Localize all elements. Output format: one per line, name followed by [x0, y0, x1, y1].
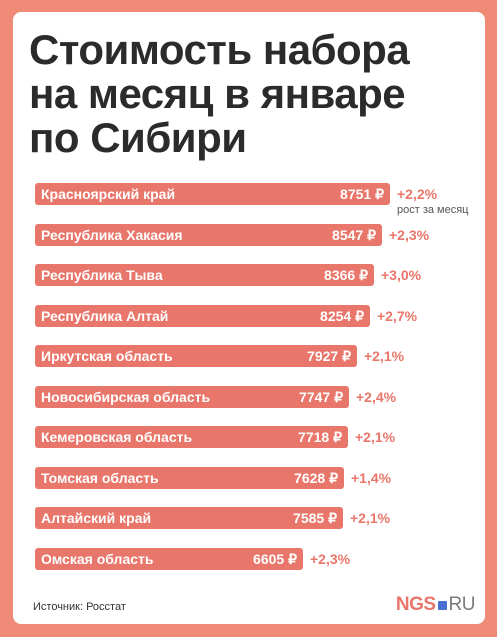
bar-label: Новосибирская область — [41, 389, 211, 405]
logo-dot-icon — [437, 600, 447, 610]
bar-value-label: 7718 ₽ — [298, 429, 342, 445]
bar-label: Омская область — [41, 551, 154, 567]
growth-label: +3,0% — [381, 267, 422, 283]
bar-value-label: 7927 ₽ — [307, 348, 351, 364]
bar: Томская область 7628 ₽ — [35, 467, 344, 489]
growth-label: +2,1% — [355, 429, 396, 445]
growth-note: рост за месяц — [397, 204, 469, 216]
bar: Республика Тыва 8366 ₽ — [35, 264, 374, 286]
bar-label: Томская область — [41, 470, 159, 486]
growth-label: +2,1% — [364, 348, 405, 364]
growth-label: +2,1% — [350, 510, 391, 526]
growth-label: +2,3% — [310, 551, 351, 567]
growth-label: +2,3% — [389, 227, 430, 243]
bar: Новосибирская область 7747 ₽ — [35, 386, 349, 408]
growth-label: +1,4% — [351, 470, 392, 486]
bar-label: Иркутская область — [41, 348, 173, 364]
bar-value-label: 8366 ₽ — [324, 267, 368, 283]
bar: Иркутская область 7927 ₽ — [35, 345, 357, 367]
bar-label: Республика Тыва — [41, 267, 163, 283]
bar-value-label: 7747 ₽ — [299, 389, 343, 405]
logo-text: NGS — [395, 594, 436, 615]
bar-chart: Красноярский край 8751 ₽ +2,2% рост за меся… — [13, 12, 485, 624]
bar-value-label: 6605 ₽ — [253, 551, 297, 567]
source-note: Источник: Росстат — [33, 601, 126, 613]
ngs-logo: NGS RU — [395, 594, 476, 616]
bar-value-label: 8751 ₽ — [340, 186, 384, 202]
bar-value-label: 8254 ₽ — [320, 308, 364, 324]
bar: Омская область 6605 ₽ — [35, 548, 303, 570]
bar-label: Кемеровская область — [41, 429, 193, 445]
bar-value-label: 7585 ₽ — [293, 510, 337, 526]
bar: Республика Хакасия 8547 ₽ — [35, 224, 382, 246]
growth-label: +2,2% — [397, 186, 438, 202]
bar-label: Алтайский край — [41, 510, 152, 526]
bar: Кемеровская область 7718 ₽ — [35, 426, 348, 448]
infographic-card: Стоимость набора на месяц в январе по Си… — [13, 12, 485, 624]
bar-label: Красноярский край — [41, 186, 176, 202]
growth-label: +2,7% — [377, 308, 418, 324]
bar-label: Республика Хакасия — [41, 227, 183, 243]
bar-value-label: 8547 ₽ — [332, 227, 376, 243]
chart-title: Стоимость набора на месяц в январе по Си… — [29, 26, 410, 161]
bar: Республика Алтай 8254 ₽ — [35, 305, 370, 327]
bar: Красноярский край 8751 ₽ — [35, 183, 390, 205]
logo-suffix: RU — [448, 594, 476, 615]
bar-value-label: 7628 ₽ — [294, 470, 338, 486]
bar-label: Республика Алтай — [41, 308, 169, 324]
bar: Алтайский край 7585 ₽ — [35, 507, 343, 529]
growth-label: +2,4% — [356, 389, 397, 405]
